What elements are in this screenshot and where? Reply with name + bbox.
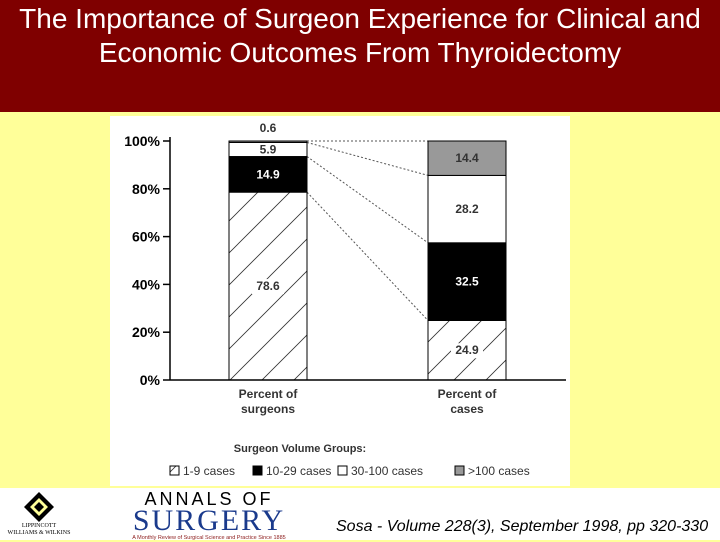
y-tick-label: 0% [140,372,161,388]
journal-name-line2: SURGERY [132,504,286,537]
publisher-logo: LIPPINCOTT WILLIAMS & WILKINS [4,490,74,538]
legend-label: 30-100 cases [351,464,423,478]
x-category-label: cases [450,402,484,416]
y-tick-label: 80% [132,181,161,197]
legend-swatch [169,465,180,476]
footer: LIPPINCOTT WILLIAMS & WILKINS ANNALS OF … [0,488,720,541]
legend-swatch [337,465,348,476]
data-label-bg [451,343,483,359]
data-label: 14.9 [256,167,280,181]
data-label: 28.2 [455,202,479,216]
data-label: 24.9 [455,343,479,357]
y-tick-label: 60% [132,229,161,245]
legend-label: 1-9 cases [183,464,235,478]
data-label: 5.9 [260,142,277,156]
x-category-label: Percent of [239,387,299,401]
connector-line [306,156,429,244]
title-bar: The Importance of Surgeon Experience for… [0,0,720,112]
publisher-name: LIPPINCOTT WILLIAMS & WILKINS [7,523,71,536]
journal-logo: ANNALS OF SURGERY A Monthly Review of Su… [98,488,320,541]
slide-title: The Importance of Surgeon Experience for… [19,3,701,68]
bar-segment [427,140,507,176]
bar-segment [427,242,507,321]
data-label: 0.6 [260,121,277,135]
chart-panel: 78.6 14.9 5.9 0.6 24.9 32.5 28.2 14.4 0% 20% 40% 6… [110,116,570,486]
lww-diamond-icon [24,492,54,522]
y-tick-label: 100% [124,133,160,149]
bar-segment [228,140,308,143]
bar-segment [228,156,308,193]
x-category-label: Percent of [438,387,498,401]
legend-label: 10-29 cases [266,464,331,478]
citation: Sosa - Volume 228(3), September 1998, pp… [336,518,709,535]
data-label: 78.6 [256,279,280,293]
legend-label: >100 cases [468,464,530,478]
data-label-bg [252,279,284,295]
legend-swatch [454,465,465,476]
y-tick-label: 20% [132,324,161,340]
connector-line [306,141,429,176]
journal-name-line1: ANNALS OF [144,489,274,509]
legend-title: Surgeon Volume Groups: [234,443,366,455]
y-tick-label: 40% [132,276,161,292]
connector-line [306,191,429,321]
x-category-label: surgeons [241,402,295,416]
bar-segment [427,174,507,244]
stacked-bar-chart: 78.6 14.9 5.9 0.6 24.9 32.5 28.2 14.4 0% 20% 40% 6… [124,121,566,478]
data-label: 32.5 [455,275,479,289]
journal-tagline: A Monthly Review of Surgical Science and… [132,535,286,541]
data-label: 14.4 [455,151,479,165]
legend-swatch [252,465,263,476]
